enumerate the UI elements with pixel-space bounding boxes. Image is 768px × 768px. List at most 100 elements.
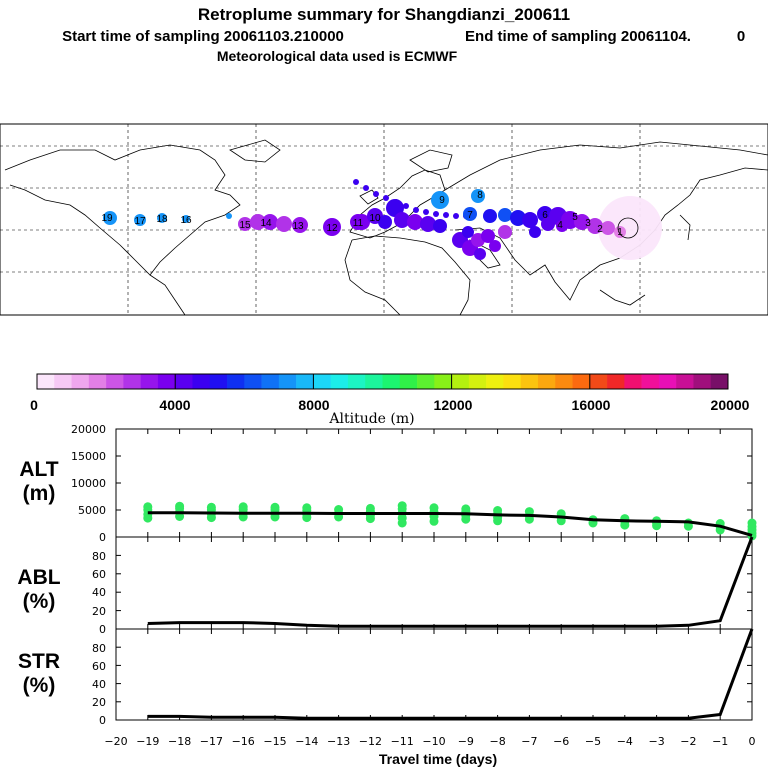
x-tick-label: −12 bbox=[359, 735, 382, 748]
alt-line bbox=[147, 511, 753, 537]
x-tick-label: −3 bbox=[648, 735, 664, 748]
plume-blob bbox=[463, 207, 477, 221]
plume-dot bbox=[423, 209, 429, 215]
plume-blob bbox=[394, 212, 410, 228]
x-tick-label: −17 bbox=[200, 735, 223, 748]
colorbar-swatch bbox=[261, 374, 280, 389]
plume-dot bbox=[363, 185, 369, 191]
day-label: 1 bbox=[617, 227, 623, 238]
colorbar-tick: 0 bbox=[30, 397, 38, 413]
colorbar-swatch bbox=[209, 374, 228, 389]
x-tick-label: −4 bbox=[617, 735, 633, 748]
colorbar-swatch bbox=[676, 374, 694, 389]
plume-dot bbox=[433, 211, 439, 217]
colorbar-swatch bbox=[175, 374, 193, 389]
x-tick-label: −11 bbox=[391, 735, 414, 748]
release-site-icon bbox=[617, 217, 639, 239]
x-tick-label: −9 bbox=[458, 735, 474, 748]
plume-blob bbox=[489, 240, 501, 252]
x-tick-label: 0 bbox=[749, 735, 756, 748]
x-tick-label: −13 bbox=[327, 735, 350, 748]
colorbar-swatch bbox=[313, 374, 331, 389]
str-yticks: 0 20 40 60 80 bbox=[92, 642, 106, 727]
plume-dot bbox=[453, 213, 459, 219]
colorbar-tick: 16000 bbox=[572, 397, 611, 413]
colorbar-ticks: 0 4000 8000 12000 16000 20000 bbox=[30, 397, 750, 413]
plume-blob bbox=[483, 209, 497, 223]
colorbar-swatch bbox=[37, 374, 55, 389]
colorbar-swatch bbox=[434, 374, 452, 389]
plume-blob bbox=[276, 216, 292, 232]
colorbar-swatch bbox=[693, 374, 712, 389]
release-glow bbox=[598, 196, 662, 260]
colorbar-swatch bbox=[227, 374, 245, 389]
day-label: 6 bbox=[542, 210, 548, 221]
day-label: 13 bbox=[292, 221, 304, 232]
day-label: 2 bbox=[597, 224, 603, 235]
str-ytick: 60 bbox=[92, 660, 106, 673]
str-unit: (%) bbox=[23, 674, 56, 697]
day-label: 5 bbox=[572, 212, 578, 223]
abl-ytick: 0 bbox=[99, 623, 106, 636]
colorbar-tick: 4000 bbox=[159, 397, 190, 413]
x-tick-label: −7 bbox=[521, 735, 537, 748]
plume-blob bbox=[601, 221, 615, 235]
plume-blob bbox=[378, 215, 392, 229]
world-map: 19 17 18 16 15 14 13 12 11 10 9 87 6 54 32 1 bbox=[0, 123, 768, 316]
plume-blob bbox=[541, 217, 555, 231]
alt-point bbox=[175, 501, 185, 511]
x-tick-label: −18 bbox=[168, 735, 191, 748]
plume-dot bbox=[373, 191, 379, 197]
plume-blob bbox=[226, 213, 232, 219]
day-label: 7 bbox=[467, 210, 473, 221]
colorbar-swatch bbox=[296, 374, 314, 389]
plume-dot bbox=[413, 207, 419, 213]
colorbar-tick: 12000 bbox=[434, 397, 473, 413]
alt-ytick: 15000 bbox=[71, 450, 106, 463]
alt-point bbox=[143, 502, 153, 512]
plume-blob bbox=[587, 218, 603, 234]
plume-blob bbox=[323, 218, 341, 236]
alt-yticks: 0 5000 10000 15000 20000 bbox=[71, 423, 106, 544]
alt-ytick: 5000 bbox=[78, 504, 106, 517]
day-label: 16 bbox=[180, 215, 192, 226]
day-label: 9 bbox=[439, 195, 445, 206]
end-time-label: End time of sampling 20061104. bbox=[465, 28, 691, 45]
alt-point bbox=[206, 502, 216, 512]
colorbar-swatch bbox=[468, 374, 487, 389]
colorbar-swatch bbox=[278, 374, 297, 389]
plume-blob bbox=[474, 248, 486, 260]
str-ytick: 40 bbox=[92, 678, 106, 691]
colorbar-tick: 20000 bbox=[711, 397, 750, 413]
colorbar-swatch bbox=[106, 374, 124, 389]
plume-blob bbox=[134, 214, 146, 226]
plume-blob bbox=[433, 219, 447, 233]
alt-point bbox=[365, 503, 375, 513]
alt-point bbox=[334, 505, 344, 514]
day-label: 19 bbox=[101, 213, 113, 224]
day-label: 4 bbox=[557, 220, 563, 231]
colorbar-swatch bbox=[157, 374, 176, 389]
colorbar-swatch bbox=[244, 374, 262, 389]
colorbar-swatch bbox=[710, 374, 729, 389]
str-ytick: 20 bbox=[92, 696, 106, 709]
day-label: 17 bbox=[134, 216, 146, 227]
plume-dot bbox=[383, 195, 389, 201]
colorbar-swatch bbox=[589, 374, 608, 389]
str-ytick: 0 bbox=[99, 714, 106, 727]
plume-blob bbox=[498, 208, 512, 222]
alt-title: ALT bbox=[19, 458, 58, 481]
colorbar-tick: 8000 bbox=[298, 397, 329, 413]
colorbar-swatch bbox=[555, 374, 573, 389]
met-data-label: Meteorological data used is ECMWF bbox=[217, 48, 458, 64]
colorbar-swatch bbox=[330, 374, 349, 389]
colorbar-swatch bbox=[140, 374, 159, 389]
figure-title: Retroplume summary for Shangdianzi_20061… bbox=[198, 5, 570, 24]
colorbar-swatch bbox=[451, 374, 470, 389]
plume-blob bbox=[498, 225, 512, 239]
colorbar-swatch bbox=[503, 374, 521, 389]
x-tick-label: −8 bbox=[489, 735, 505, 748]
alt-point bbox=[429, 503, 439, 513]
colorbar-frame bbox=[36, 373, 729, 390]
